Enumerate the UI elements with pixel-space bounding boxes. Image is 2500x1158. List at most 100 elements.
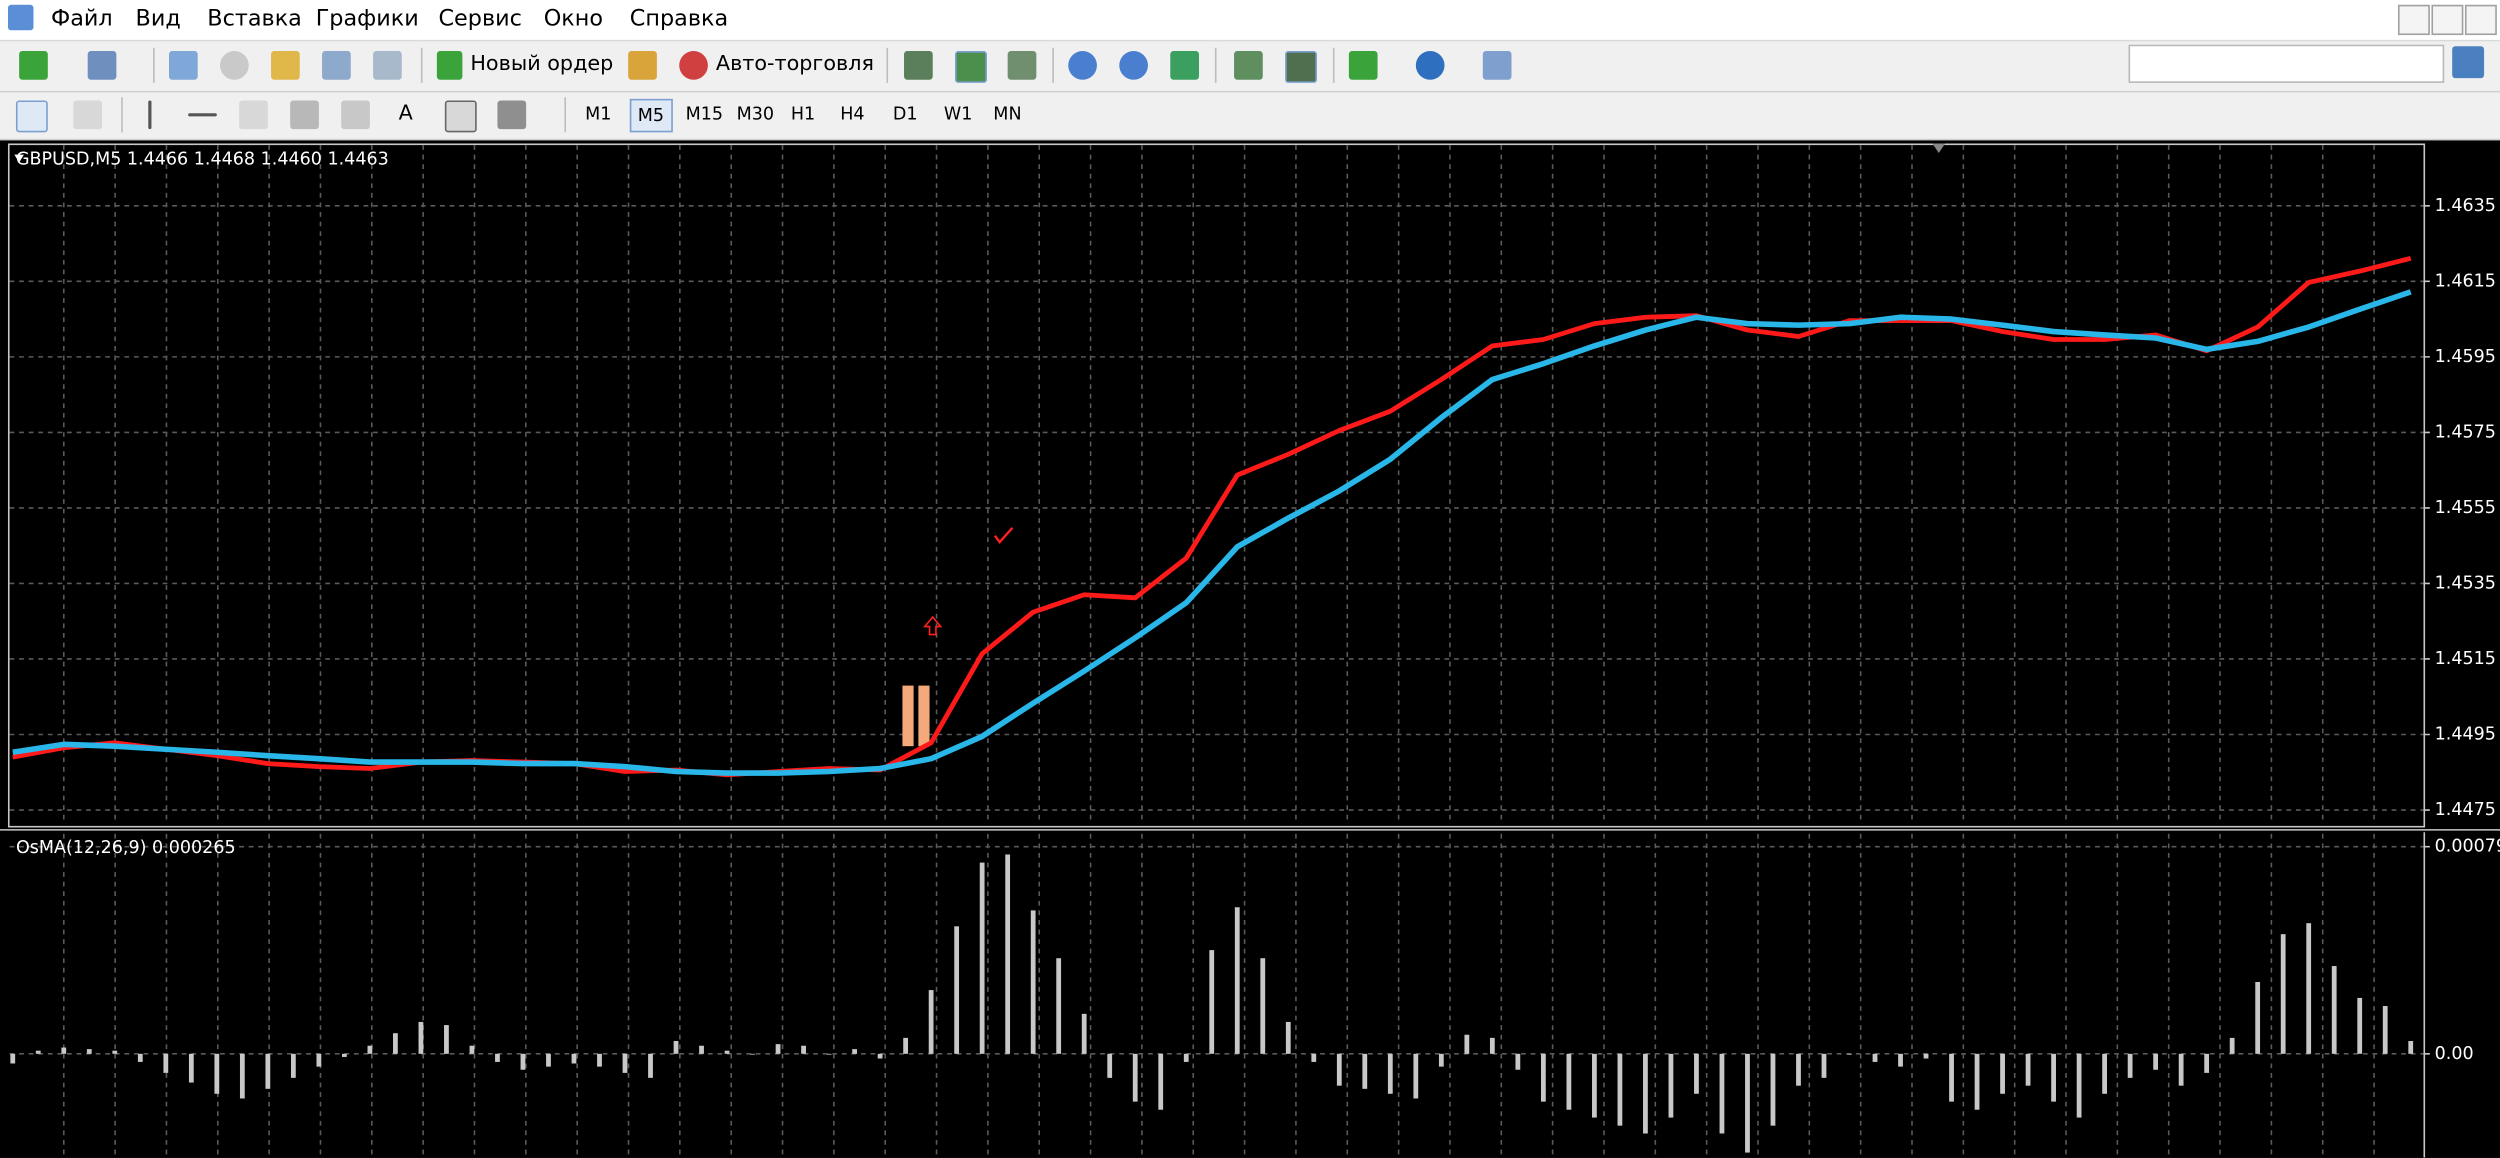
histogram-bar — [2000, 1053, 2005, 1094]
histogram-bar — [1745, 1053, 1750, 1153]
channel-button[interactable] — [290, 100, 319, 130]
histogram-bar — [597, 1053, 602, 1067]
trendline-button[interactable] — [239, 100, 268, 130]
close-button[interactable] — [2464, 4, 2497, 36]
histogram-bar — [2255, 981, 2261, 1054]
histogram-bar — [112, 1050, 118, 1054]
histogram-bar — [1081, 1013, 1087, 1054]
market-watch-button[interactable] — [169, 51, 198, 80]
y-tick-label: 1.4475 — [2435, 800, 2496, 820]
templates-button[interactable] — [1482, 51, 1512, 80]
navigator-button[interactable] — [271, 51, 300, 80]
cursor-button[interactable] — [15, 100, 48, 133]
text-button[interactable]: A — [398, 102, 413, 126]
histogram-bar — [801, 1045, 806, 1054]
auto-trading-button[interactable]: Авто-торговля — [715, 52, 874, 77]
menu-item[interactable]: Вид — [135, 6, 181, 32]
histogram-bar — [1592, 1053, 1597, 1118]
separator — [1214, 47, 1217, 83]
histogram-bar — [520, 1053, 526, 1070]
data-window-button[interactable] — [220, 51, 249, 80]
timeframe-button[interactable]: M15 — [685, 103, 724, 125]
histogram-bar — [1515, 1053, 1521, 1070]
check-mark — [993, 526, 1014, 544]
chat-button[interactable] — [2452, 46, 2485, 79]
zoom-in-button[interactable] — [1068, 51, 1097, 80]
periods-button[interactable] — [1415, 51, 1445, 80]
terminal-button[interactable] — [322, 51, 351, 80]
new-order-button[interactable]: Новый ордер — [470, 52, 614, 77]
horizontal-line-button[interactable] — [188, 113, 217, 117]
menu-item[interactable]: Сервис — [438, 6, 522, 32]
timeframe-button[interactable]: H1 — [790, 103, 816, 125]
menu-item[interactable]: Графики — [315, 6, 419, 32]
histogram-bar — [290, 1053, 296, 1078]
timeframe-button[interactable]: M30 — [736, 103, 775, 125]
bar-chart-button[interactable] — [904, 51, 933, 80]
histogram-bar — [1617, 1053, 1623, 1126]
profiles-button[interactable] — [87, 51, 117, 80]
tester-button[interactable] — [373, 51, 402, 80]
minimize-button[interactable] — [2397, 4, 2430, 36]
histogram-bar — [265, 1053, 271, 1089]
histogram-bar — [852, 1049, 857, 1054]
shift-marker — [1932, 143, 1946, 154]
histogram-bar — [1234, 907, 1240, 1054]
histogram-bar — [1107, 1053, 1113, 1078]
tile-windows-button[interactable] — [1170, 51, 1199, 80]
histogram-bar — [1311, 1053, 1317, 1062]
autoscroll-button[interactable] — [1234, 51, 1263, 80]
search-box[interactable] — [2128, 44, 2445, 83]
y-tick-label: 1.4515 — [2435, 649, 2496, 669]
timeframe-button[interactable]: MN — [993, 103, 1022, 125]
metaeditor-button[interactable] — [628, 51, 657, 80]
chart-shift-button[interactable] — [1285, 51, 1317, 83]
histogram-bar — [1056, 958, 1062, 1054]
histogram-bar — [1260, 958, 1266, 1054]
histogram-bar — [1413, 1053, 1419, 1099]
separator — [420, 47, 423, 83]
histogram-bar — [928, 990, 934, 1054]
separator — [153, 47, 155, 83]
fibo-button[interactable] — [341, 100, 370, 130]
histogram-bar — [775, 1044, 781, 1054]
histogram-bar — [2306, 923, 2312, 1054]
histogram-bar — [495, 1053, 500, 1062]
new-chart-button[interactable] — [19, 51, 48, 80]
timeframe-button[interactable]: W1 — [943, 103, 973, 125]
menu-item[interactable]: Вставка — [207, 6, 302, 32]
candle-chart-button[interactable] — [955, 51, 987, 83]
label-button[interactable] — [444, 100, 477, 133]
timeframe-button[interactable]: M5 — [629, 98, 673, 133]
histogram-bar — [2204, 1053, 2210, 1073]
vertical-line-button[interactable] — [148, 100, 152, 130]
histogram-bar — [2229, 1037, 2235, 1054]
main-pane-frame — [7, 143, 2426, 828]
timeframe-button[interactable]: M1 — [585, 103, 612, 125]
histogram-bar — [214, 1053, 220, 1094]
histogram-bar — [673, 1041, 679, 1054]
line-chart-button[interactable] — [1007, 51, 1037, 80]
histogram-bar — [571, 1053, 577, 1064]
drawing-toolbar: A M1 M5 M15 M30 H1 H4 D1 W1 MN — [0, 92, 2500, 141]
histogram-bar — [1132, 1053, 1138, 1102]
histogram-bar — [367, 1045, 373, 1054]
timeframe-button[interactable]: D1 — [892, 103, 918, 125]
menu-item[interactable]: Файл — [51, 6, 113, 32]
moving-average-line — [12, 289, 2412, 776]
new-order-icon — [436, 51, 463, 80]
timeframe-button[interactable]: H4 — [840, 103, 865, 125]
indicators-button[interactable] — [1348, 51, 1378, 80]
crosshair-button[interactable] — [73, 100, 103, 130]
y-tick-label: 1.4575 — [2435, 422, 2496, 442]
arrows-button[interactable] — [497, 100, 527, 130]
histogram-bar — [2127, 1053, 2133, 1078]
restore-button[interactable] — [2431, 4, 2464, 36]
menu-item[interactable]: Окно — [543, 6, 604, 32]
zoom-out-button[interactable] — [1119, 51, 1148, 80]
histogram-bar — [1770, 1053, 1776, 1126]
menu-item[interactable]: Справка — [629, 6, 729, 32]
histogram-bar — [2331, 966, 2337, 1054]
histogram-bar — [1005, 854, 1011, 1054]
histogram-bar — [1362, 1053, 1368, 1089]
